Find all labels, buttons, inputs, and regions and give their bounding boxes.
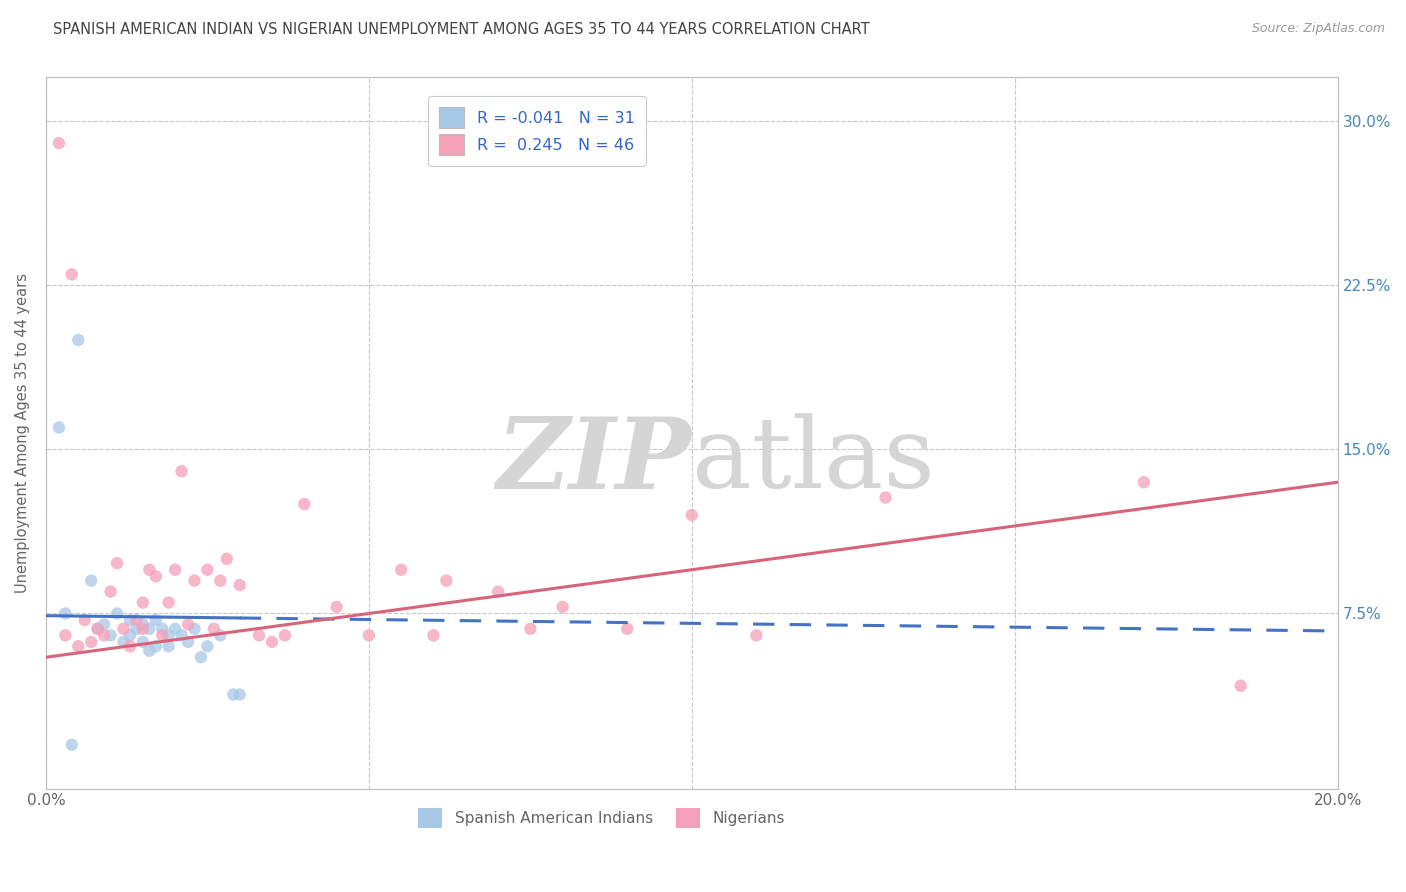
- Point: [118, 640, 141, 654]
- Point: [1229, 679, 1251, 693]
- Point: [118, 613, 141, 627]
- Text: SPANISH AMERICAN INDIAN VS NIGERIAN UNEMPLOYMENT AMONG AGES 35 TO 44 YEARS CORRE: SPANISH AMERICAN INDIAN VS NIGERIAN UNEM…: [53, 22, 870, 37]
- Point: [138, 563, 160, 577]
- Point: [357, 628, 380, 642]
- Point: [67, 640, 90, 654]
- Point: [145, 613, 167, 627]
- Point: [389, 563, 412, 577]
- Point: [93, 628, 115, 642]
- Point: [138, 622, 160, 636]
- Point: [422, 628, 444, 642]
- Point: [183, 622, 205, 636]
- Point: [247, 628, 270, 642]
- Point: [157, 640, 180, 654]
- Point: [60, 738, 83, 752]
- Point: [48, 420, 70, 434]
- Legend: Spanish American Indians, Nigerians: Spanish American Indians, Nigerians: [412, 803, 792, 834]
- Point: [145, 640, 167, 654]
- Point: [105, 556, 128, 570]
- Point: [292, 497, 315, 511]
- Point: [100, 628, 122, 642]
- Point: [132, 617, 155, 632]
- Point: [228, 578, 250, 592]
- Point: [222, 688, 245, 702]
- Text: atlas: atlas: [692, 414, 935, 509]
- Point: [434, 574, 457, 588]
- Point: [60, 268, 83, 282]
- Point: [67, 333, 90, 347]
- Point: [86, 622, 108, 636]
- Point: [132, 596, 155, 610]
- Point: [125, 622, 148, 636]
- Point: [183, 574, 205, 588]
- Point: [105, 607, 128, 621]
- Y-axis label: Unemployment Among Ages 35 to 44 years: Unemployment Among Ages 35 to 44 years: [15, 273, 30, 593]
- Point: [228, 688, 250, 702]
- Point: [209, 628, 232, 642]
- Point: [177, 635, 200, 649]
- Point: [1133, 475, 1156, 490]
- Point: [100, 584, 122, 599]
- Point: [745, 628, 768, 642]
- Point: [325, 599, 347, 614]
- Point: [157, 596, 180, 610]
- Point: [170, 464, 193, 478]
- Point: [125, 613, 148, 627]
- Point: [274, 628, 297, 642]
- Point: [190, 650, 212, 665]
- Point: [118, 628, 141, 642]
- Point: [138, 643, 160, 657]
- Point: [150, 628, 173, 642]
- Point: [197, 563, 219, 577]
- Point: [616, 622, 638, 636]
- Point: [260, 635, 283, 649]
- Point: [80, 574, 103, 588]
- Point: [681, 508, 703, 522]
- Point: [53, 628, 76, 642]
- Point: [197, 640, 219, 654]
- Point: [73, 613, 96, 627]
- Point: [209, 574, 232, 588]
- Point: [132, 635, 155, 649]
- Point: [165, 622, 187, 636]
- Point: [150, 622, 173, 636]
- Point: [48, 136, 70, 150]
- Point: [486, 584, 509, 599]
- Point: [551, 599, 574, 614]
- Point: [170, 628, 193, 642]
- Text: ZIP: ZIP: [496, 413, 692, 509]
- Point: [157, 628, 180, 642]
- Point: [215, 551, 238, 566]
- Point: [86, 622, 108, 636]
- Point: [112, 635, 135, 649]
- Point: [93, 617, 115, 632]
- Point: [875, 491, 897, 505]
- Text: Source: ZipAtlas.com: Source: ZipAtlas.com: [1251, 22, 1385, 36]
- Point: [80, 635, 103, 649]
- Point: [519, 622, 541, 636]
- Point: [132, 622, 155, 636]
- Point: [165, 563, 187, 577]
- Point: [53, 607, 76, 621]
- Point: [145, 569, 167, 583]
- Point: [112, 622, 135, 636]
- Point: [202, 622, 225, 636]
- Point: [177, 617, 200, 632]
